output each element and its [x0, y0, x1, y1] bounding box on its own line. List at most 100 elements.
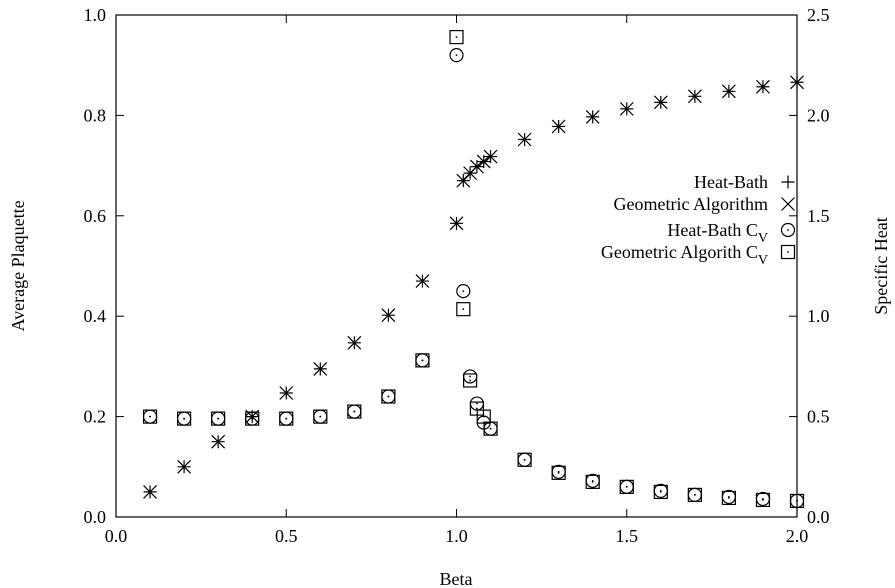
series-3-point-15-box	[517, 452, 532, 467]
series-2-point-10-dot	[462, 290, 465, 292]
series-3-point-22	[755, 492, 771, 508]
series-3-point-6	[347, 404, 362, 419]
series-1-point-22	[756, 79, 770, 94]
legend-label-geometric-algorithm: Geometric Algorithm	[614, 194, 768, 214]
series-2-point-11-dot	[469, 375, 472, 378]
legend-marker-2-dot	[787, 229, 789, 231]
y2-tick-label-2: 1.0	[807, 306, 830, 326]
legend-label-geometric-cv: Geometric Algorith CV	[601, 242, 768, 268]
series-3-point-5	[313, 409, 328, 424]
legend-label-heat-bath-text: Heat-Bath	[694, 172, 768, 192]
series-3-point-0	[142, 409, 158, 424]
series-3-point-11-dot	[469, 379, 472, 382]
series-2-point-10-ring	[456, 284, 471, 299]
series-3-point-21-dot	[728, 497, 730, 499]
series-3-point-8-dot	[421, 359, 424, 362]
series-3-point-0-dot	[149, 415, 151, 418]
series-2-point-17	[585, 473, 600, 488]
series-1-point-7	[381, 308, 396, 323]
x-axis-title: Beta	[440, 569, 473, 588]
series-1-point-9	[449, 216, 464, 231]
series-1-point-16	[551, 119, 566, 134]
legend-marker-2-ring	[780, 222, 796, 238]
legend-marker-1	[781, 197, 795, 211]
series-3-point-10	[456, 302, 471, 317]
series-3-point-12-dot	[476, 407, 478, 410]
series-3-point-7-dot	[387, 395, 390, 398]
series-3-point-16	[551, 465, 566, 480]
series-3-point-15-dot	[523, 458, 526, 461]
series-1-point-19	[653, 95, 668, 110]
legend-markers	[780, 175, 796, 260]
series-3-point-23-dot	[796, 500, 798, 502]
x-tick-label-3: 1.5	[616, 526, 639, 546]
series-1-point-5	[313, 361, 328, 376]
legend-marker-3	[780, 244, 796, 260]
series-2-point-21	[721, 489, 737, 505]
series-3-point-7	[381, 389, 396, 404]
series-3-point-23	[789, 493, 805, 509]
series-3-point-10-dot	[462, 308, 465, 311]
series-3-point-1	[177, 411, 192, 426]
ticks-layer: 0.0 0.5 1.0 1.5 2.00.00.20.40.60.81.00.00.51…	[84, 5, 830, 546]
series-3-point-3	[245, 411, 260, 426]
series-3-point-10-box	[456, 302, 471, 317]
y-tick-label-3: 0.6	[84, 206, 107, 226]
series-2-point-9	[449, 48, 464, 63]
legend-marker-2	[780, 222, 796, 238]
legend-label-heat-bath-cv: Heat-Bath CV	[667, 220, 768, 246]
series-1-point-14	[483, 149, 498, 164]
legend-label-heat-bath-cv-sub: V	[758, 231, 768, 246]
y2-axis-title: Specific Heat	[871, 217, 891, 314]
legend-label-geometric-algorithm-text: Geometric Algorithm	[614, 194, 768, 214]
series-3-point-5-box	[313, 409, 328, 424]
series-3-point-22-dot	[762, 499, 764, 501]
series-3-point-2-dot	[217, 417, 220, 420]
series-1-point-15	[517, 132, 532, 147]
series-3-point-6-dot	[353, 410, 356, 413]
series-3-point-3-box	[245, 411, 260, 426]
series-3-point-3-dot	[251, 417, 254, 420]
series-1-point-23	[790, 75, 804, 90]
series-3-point-9-box	[449, 29, 464, 45]
x-tick-label-0: 0.0	[105, 526, 128, 546]
legend-marker-3-box	[780, 244, 796, 260]
series-3-point-19-box	[653, 484, 668, 499]
legend-label-heat-bath-cv-text: Heat-Bath C	[667, 220, 757, 240]
series-3-point-0-box	[142, 409, 158, 424]
legend-marker-3-dot	[787, 251, 789, 253]
series-2-point-9-dot	[455, 54, 458, 57]
series-1-point-2	[211, 434, 226, 449]
series-3-point-14	[483, 421, 498, 436]
series-3-point-17	[585, 474, 600, 489]
y-tick-label-4: 0.8	[84, 105, 107, 125]
x-tick-label-1: 0.5	[275, 526, 298, 546]
y2-tick-label-4: 2.0	[807, 105, 830, 125]
series-3-point-2-box	[211, 411, 226, 426]
series-2-point-12-dot	[476, 402, 478, 405]
series-3-point-14-box	[483, 421, 498, 436]
series-2-point-19	[653, 483, 668, 498]
series-3-point-13-dot	[482, 415, 485, 418]
series-3-point-18-dot	[625, 485, 628, 488]
legend-label-heat-bath: Heat-Bath	[694, 172, 768, 192]
series-3-point-2	[211, 411, 226, 426]
series-3-point-4-dot	[285, 417, 288, 420]
y-tick-label-0: 0.0	[84, 507, 107, 527]
y2-tick-label-5: 2.5	[807, 5, 830, 25]
series-3-point-8	[415, 353, 430, 368]
series-3-point-19-dot	[659, 491, 662, 493]
series-3-point-1-dot	[183, 417, 186, 420]
y2-tick-label-3: 1.5	[807, 206, 830, 226]
x-tick-label-2: 1.0	[445, 526, 468, 546]
series-2-point-22	[755, 491, 771, 507]
series-3-point-11	[463, 373, 478, 388]
series-3-point-1-box	[177, 411, 192, 426]
y-tick-label-2: 0.4	[84, 306, 107, 326]
series-3-point-17-dot	[591, 480, 594, 483]
series-3-point-14-dot	[489, 427, 492, 430]
series-3-point-8-box	[415, 353, 430, 368]
legend-label-geometric-cv-sub: V	[758, 253, 768, 268]
y-axis-title: Average Plaquette	[8, 200, 28, 331]
